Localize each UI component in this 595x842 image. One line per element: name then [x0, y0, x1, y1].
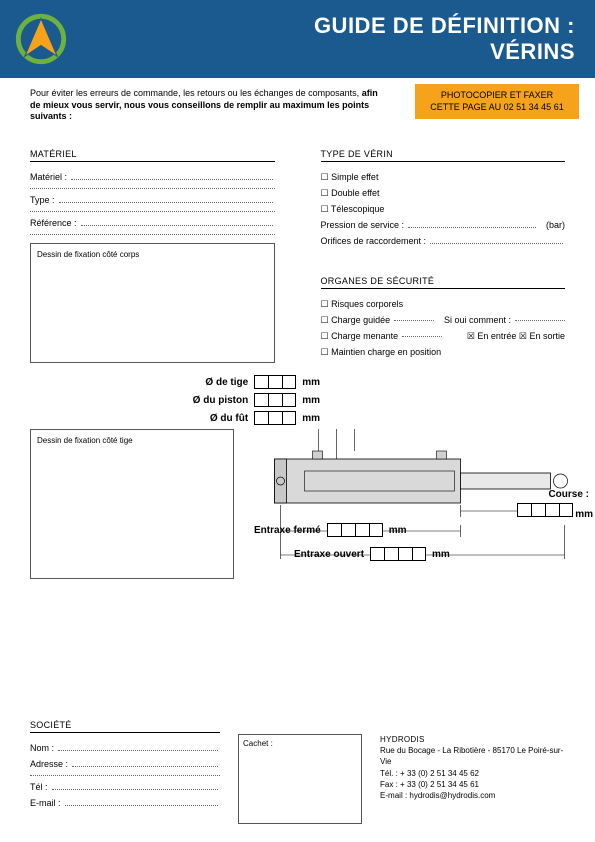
email-field[interactable]: E-mail : [30, 798, 220, 808]
drawbox1-label: Dessin de fixation côté corps [37, 250, 139, 259]
fax-line1: PHOTOCOPIER ET FAXER [419, 90, 575, 102]
entraxe-ouvert-row[interactable]: Entraxe ouvertmm [294, 547, 450, 561]
contact-fax: Fax : + 33 (0) 2 51 34 45 61 [380, 779, 565, 790]
materiel-heading: MATÉRIEL [30, 149, 275, 162]
left-column: MATÉRIEL Matériel : Type : Référence : D… [30, 149, 275, 363]
contact-block: HYDRODIS Rue du Bocage - La Ribotière - … [380, 734, 565, 824]
reference-field[interactable]: Référence : [30, 218, 275, 228]
adresse-line2[interactable] [30, 775, 220, 776]
securite-heading: ORGANES DE SÉCURITÉ [321, 276, 566, 289]
fax-callout: PHOTOCOPIER ET FAXER CETTE PAGE AU 02 51… [415, 84, 579, 119]
drawing-box-corps[interactable]: Dessin de fixation côté corps [30, 243, 275, 363]
tige-row[interactable]: Ø de tigemm [30, 375, 320, 389]
nom-field[interactable]: Nom : [30, 743, 220, 753]
course-boxes[interactable]: mm [517, 503, 593, 520]
chk-double[interactable]: ☐ Double effet [321, 188, 566, 199]
technical-section: Ø de tigemm Ø du pistonmm Ø du fûtmm Des… [30, 375, 595, 589]
tel-field[interactable]: Tél : [30, 782, 220, 792]
contact-email: E-mail : hydrodis@hydrodis.com [380, 790, 565, 801]
societe-heading: SOCIÉTÉ [30, 720, 220, 733]
orifices-field[interactable]: Orifices de raccordement : [321, 236, 566, 246]
entraxe-ferme-row[interactable]: Entraxe fermémm [254, 523, 407, 537]
drawbox2-label: Dessin de fixation côté tige [37, 436, 133, 445]
type-field-line2[interactable] [30, 211, 275, 212]
societe-block: SOCIÉTÉ Nom : Adresse : Tél : E-mail : [30, 720, 220, 824]
logo-icon [14, 12, 68, 66]
chk-maintien[interactable]: ☐ Maintien charge en position [321, 347, 566, 358]
reference-field-line2[interactable] [30, 234, 275, 235]
chk-risques[interactable]: ☐ Risques corporels [321, 299, 566, 310]
adresse-field[interactable]: Adresse : [30, 759, 220, 769]
chk-charge-menante[interactable]: ☐ Charge menante ☒ En entrée ☒ En sortie [321, 331, 566, 342]
materiel-field-line2[interactable] [30, 188, 275, 189]
course-label: Course : [548, 489, 589, 500]
type-field[interactable]: Type : [30, 195, 275, 205]
type-verin-heading: TYPE DE VÉRIN [321, 149, 566, 162]
piston-row[interactable]: Ø du pistonmm [30, 393, 320, 407]
contact-name: HYDRODIS [380, 734, 565, 745]
page-title: GUIDE DE DÉFINITION : VÉRINS [314, 13, 575, 65]
header-bar: GUIDE DE DÉFINITION : VÉRINS [0, 0, 595, 78]
pression-field[interactable]: Pression de service :(bar) [321, 220, 566, 230]
intro-part1: Pour éviter les erreurs de commande, les… [30, 88, 359, 98]
fax-line2: CETTE PAGE AU 02 51 34 45 61 [419, 102, 575, 114]
drawing-box-tige[interactable]: Dessin de fixation côté tige [30, 429, 234, 579]
materiel-field[interactable]: Matériel : [30, 172, 275, 182]
chk-simple[interactable]: ☐ Simple effet [321, 172, 566, 183]
cylinder-diagram: Course : mm Entraxe fermémm Entraxe ouve… [254, 429, 595, 589]
footer: SOCIÉTÉ Nom : Adresse : Tél : E-mail : C… [30, 720, 565, 824]
chk-telescopique[interactable]: ☐ Télescopique [321, 204, 566, 215]
contact-addr: Rue du Bocage - La Ribotière - 85170 Le … [380, 745, 565, 767]
intro-text: Pour éviter les erreurs de commande, les… [0, 78, 400, 123]
chk-charge-guidee[interactable]: ☐ Charge guidée Si oui comment : [321, 315, 566, 326]
right-column: TYPE DE VÉRIN ☐ Simple effet ☐ Double ef… [321, 149, 566, 363]
title-line2: VÉRINS [314, 39, 575, 65]
fut-row[interactable]: Ø du fûtmm [30, 411, 320, 425]
cachet-box[interactable]: Cachet : [238, 734, 362, 824]
title-line1: GUIDE DE DÉFINITION : [314, 13, 575, 39]
cachet-label: Cachet : [243, 739, 273, 748]
contact-tel: Tél. : + 33 (0) 2 51 34 45 62 [380, 768, 565, 779]
